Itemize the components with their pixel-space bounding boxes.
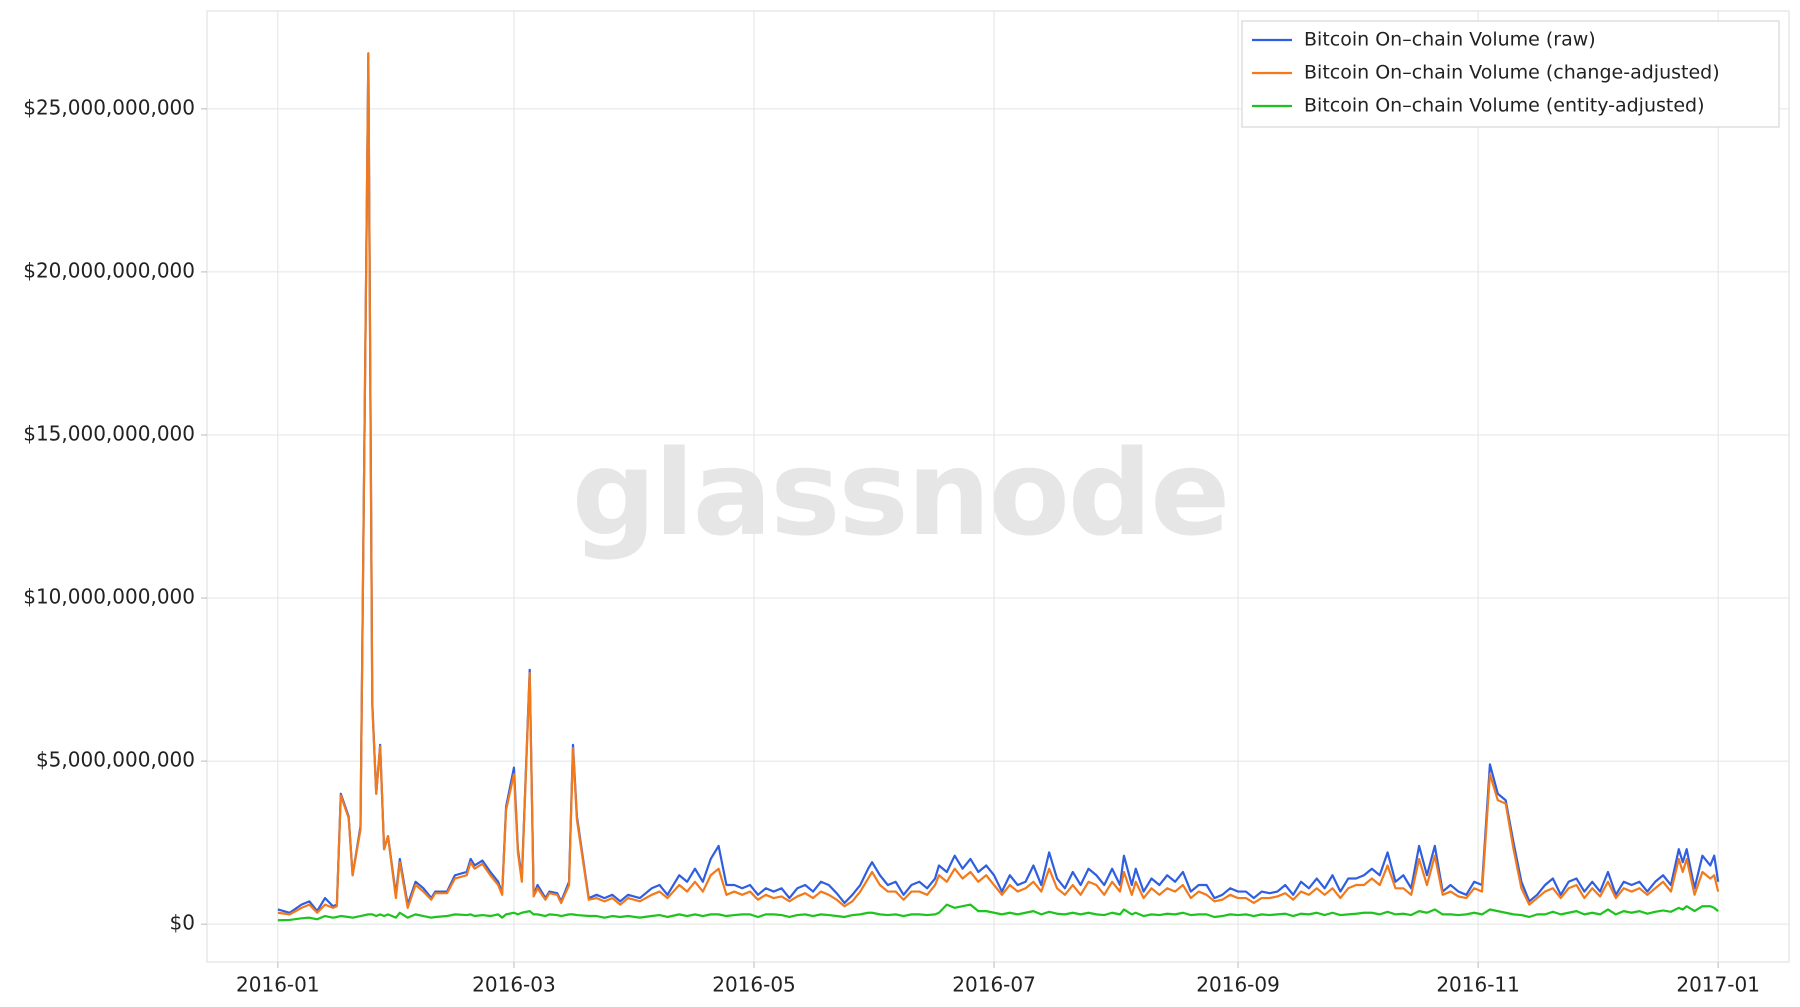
plot-frame <box>206 10 1790 963</box>
x-tick-label: 2017-01 <box>1676 973 1760 997</box>
y-tick-label: $20,000,000,000 <box>23 258 195 282</box>
x-tick-label: 2016-03 <box>472 973 556 997</box>
legend-label: Bitcoin On–chain Volume (raw) <box>1304 29 1596 51</box>
x-tick-label: 2016-05 <box>712 973 796 997</box>
legend: Bitcoin On–chain Volume (raw) Bitcoin On–… <box>1241 20 1780 128</box>
series-line <box>277 903 1719 922</box>
legend-label: Bitcoin On–chain Volume (change-adjusted… <box>1304 62 1720 84</box>
y-tick-label: $0 <box>170 911 195 935</box>
x-tick-label: 2016-11 <box>1436 973 1520 997</box>
y-tick-label: $5,000,000,000 <box>36 748 195 772</box>
y-tick-label: $15,000,000,000 <box>23 421 195 445</box>
legend-label: Bitcoin On–chain Volume (entity-adjusted… <box>1304 95 1705 117</box>
watermark: glassnode <box>572 424 1229 562</box>
series-line <box>277 52 1720 916</box>
x-tick-label: 2016-09 <box>1196 973 1280 997</box>
x-tick-label: 2016-01 <box>236 973 320 997</box>
x-tick-label: 2016-07 <box>952 973 1036 997</box>
y-tick-label: $25,000,000,000 <box>23 95 195 119</box>
legend-box <box>1241 20 1780 128</box>
y-tick-label: $10,000,000,000 <box>23 585 195 609</box>
